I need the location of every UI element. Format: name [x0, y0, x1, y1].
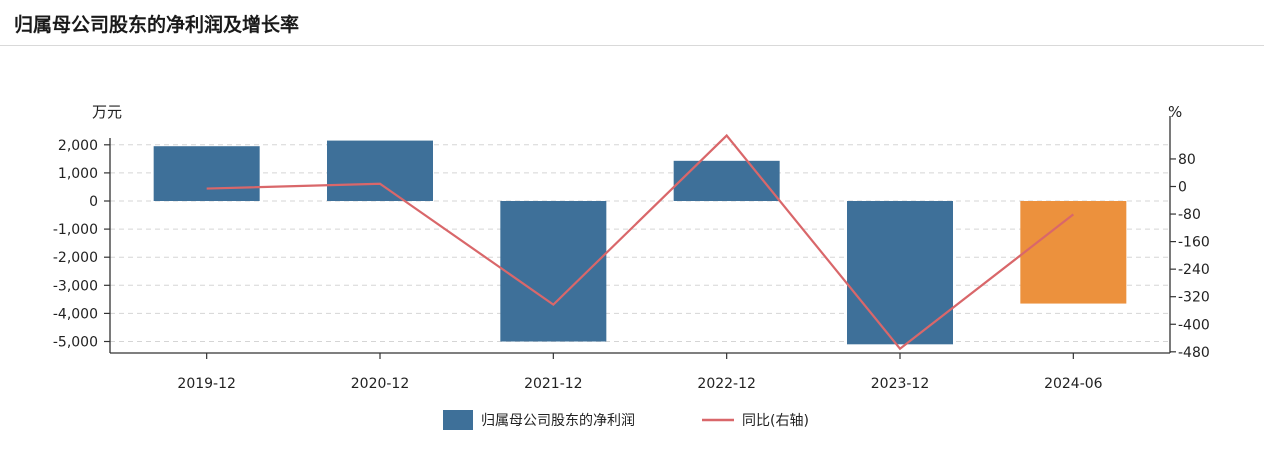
left-axis-unit: 万元 [92, 103, 122, 121]
bar [327, 140, 433, 201]
legend-line-label: 同比(右轴) [742, 413, 809, 429]
right-tick-label: -160 [1178, 235, 1210, 251]
x-tick-label: 2024-06 [1044, 376, 1103, 392]
right-tick-label: -80 [1178, 207, 1201, 223]
left-tick-label: 1,000 [58, 166, 98, 182]
bar-layer [153, 140, 1127, 345]
left-tick-label: -5,000 [53, 335, 98, 351]
grid-layer [110, 144, 1170, 342]
x-tick-label: 2019-12 [177, 376, 236, 392]
x-tick-label: 2020-12 [351, 376, 410, 392]
x-tick-label: 2022-12 [697, 376, 756, 392]
bar [153, 146, 260, 201]
legend-bar-label: 归属母公司股东的净利润 [481, 412, 635, 429]
chart-title: 归属母公司股东的净利润及增长率 [14, 14, 300, 36]
bar [1020, 201, 1127, 304]
axis-layer: 2,000 1,000 0 -1,000 -2,000 -3,000 -4,000 -5,00… [53, 103, 1210, 392]
legend-bar-swatch [443, 410, 473, 430]
right-tick-label: -240 [1178, 262, 1210, 278]
right-axis-unit: % [1168, 103, 1182, 121]
right-tick-label: -400 [1178, 317, 1210, 333]
right-tick-label: -480 [1178, 345, 1210, 361]
left-tick-label: -3,000 [53, 278, 98, 294]
right-tick-label: 80 [1178, 152, 1196, 168]
yoy-line [206, 133, 1075, 351]
bar [673, 160, 780, 201]
bar [847, 201, 953, 345]
right-tick-label: -320 [1178, 290, 1210, 306]
left-tick-label: -4,000 [53, 306, 98, 322]
left-tick-label: 2,000 [58, 138, 98, 154]
line-layer [206, 133, 1075, 351]
bar [500, 201, 607, 342]
chart-header: 归属母公司股东的净利润及增长率 [0, 0, 1264, 46]
legend: 归属母公司股东的净利润 同比(右轴) [443, 410, 809, 430]
left-tick-label: -2,000 [53, 250, 98, 266]
x-tick-label: 2023-12 [871, 376, 930, 392]
left-tick-label: -1,000 [53, 222, 98, 238]
right-tick-label: 0 [1178, 180, 1187, 196]
x-tick-label: 2021-12 [524, 376, 583, 392]
left-tick-label: 0 [89, 194, 98, 210]
